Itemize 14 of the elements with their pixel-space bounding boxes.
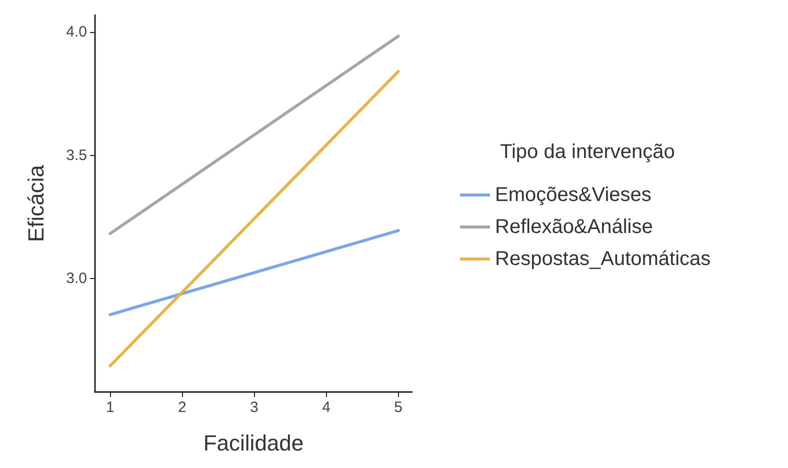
y-tick-label: 3.0 [66,270,87,288]
legend-label: Reflexão&Análise [495,216,653,238]
legend-label: Emoções&Vieses [495,184,652,206]
x-tick-label: 4 [322,399,330,416]
x-tick-label: 2 [178,399,186,416]
x-tick-label: 5 [394,399,402,416]
legend-label: Respostas_Automáticas [495,248,711,270]
legend-title: Tipo da intervenção [500,141,675,163]
x-tick-label: 3 [250,399,258,416]
y-axis-title: Eficácia [24,164,48,242]
y-tick-label: 4.0 [66,24,87,41]
x-axis-title: Facilidade [203,430,304,456]
y-tick-label: 3.5 [66,146,87,164]
x-tick-label: 1 [106,399,114,416]
